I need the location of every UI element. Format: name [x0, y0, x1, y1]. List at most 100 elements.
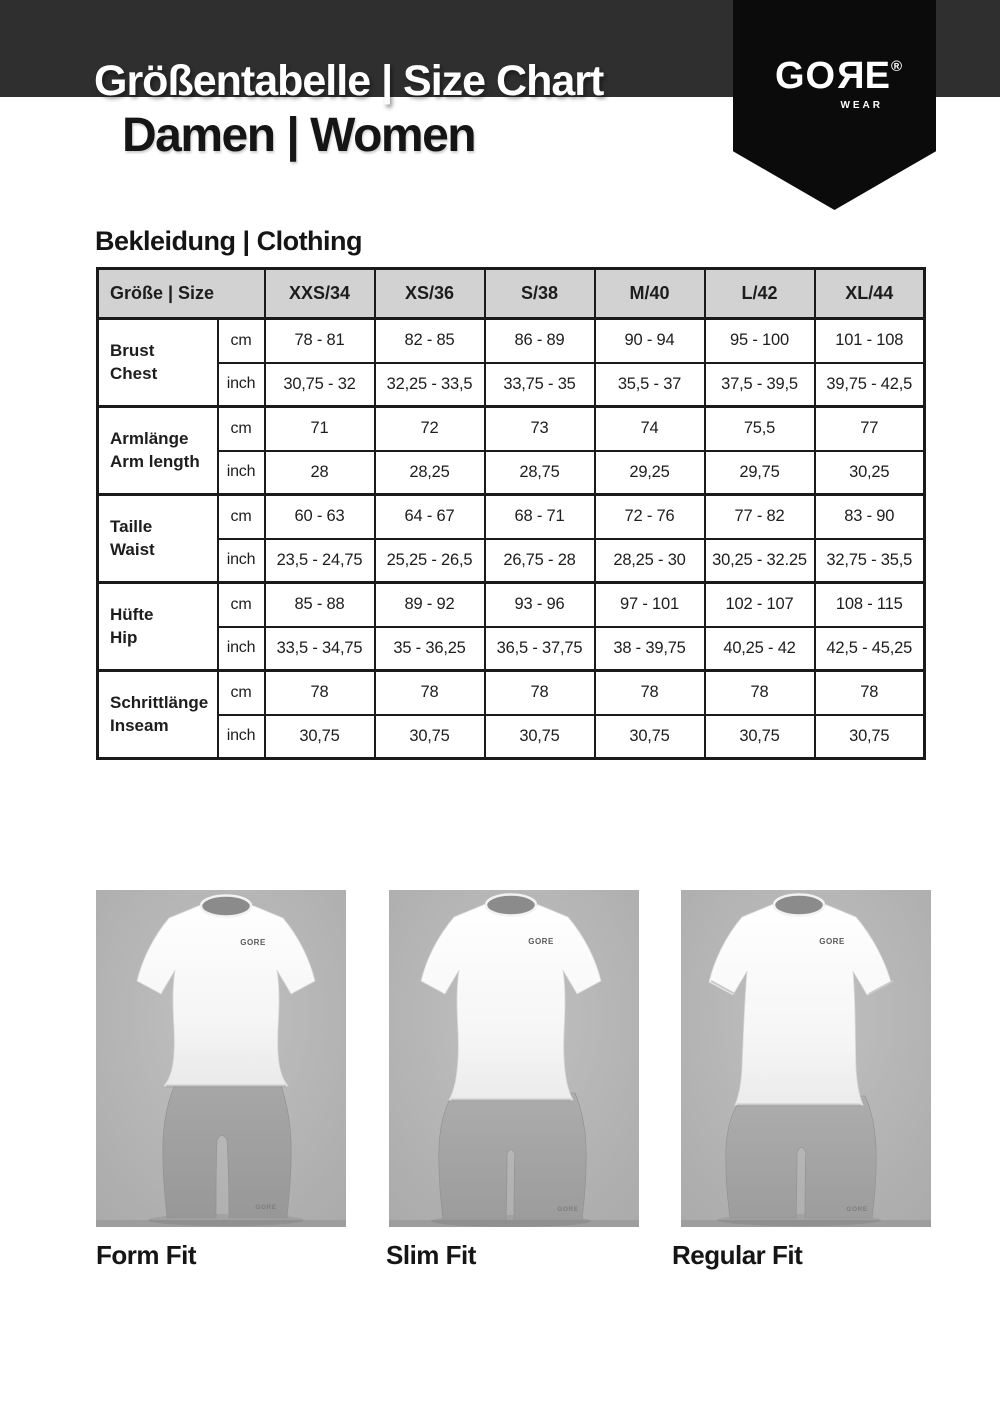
size-col-header: XS/36 [373, 267, 486, 320]
size-col-header: XL/44 [813, 267, 926, 320]
value-cell: 35 - 36,25 [373, 625, 486, 672]
tshirt-shape [708, 900, 892, 1106]
unit-cell: inch [216, 625, 266, 672]
measure-label-en: Waist [110, 539, 155, 559]
value-cell: 89 - 92 [373, 581, 486, 628]
unit-cell: cm [216, 317, 266, 364]
page-subtitle: Damen | Women [122, 109, 477, 162]
measure-label: Schrittlänge Inseam [96, 669, 219, 760]
value-cell: 77 - 82 [703, 493, 816, 540]
shorts-shape [438, 1092, 587, 1221]
value-cell: 37,5 - 39,5 [703, 361, 816, 408]
value-cell: 30,75 [593, 713, 706, 760]
value-cell: 74 [593, 405, 706, 452]
shorts-shape [725, 1095, 877, 1219]
size-col-header: XXS/34 [263, 267, 376, 320]
value-cell: 30,75 [263, 713, 376, 760]
value-cell: 95 - 100 [703, 317, 816, 364]
measure-label-de: Taille [110, 517, 153, 537]
measure-row-inch: inch 30,75 - 32 32,25 - 33,5 33,75 - 35 … [98, 361, 926, 408]
value-cell: 97 - 101 [593, 581, 706, 628]
tshirt-shape [136, 901, 316, 1087]
tshirt-shape [420, 900, 602, 1101]
value-cell: 72 - 76 [593, 493, 706, 540]
fit-panel-slim: GORE GORE Slim Fit [386, 890, 639, 1270]
measure-row-cm: Schrittlänge Inseam cm 78 78 78 78 78 78 [96, 669, 926, 760]
value-cell: 40,25 - 42 [703, 625, 816, 672]
value-cell: 60 - 63 [263, 493, 376, 540]
collar-opening [484, 893, 538, 917]
value-cell: 36,5 - 37,75 [483, 625, 596, 672]
value-cell: 75,5 [703, 405, 816, 452]
value-cell: 38 - 39,75 [593, 625, 706, 672]
value-cell: 102 - 107 [703, 581, 816, 628]
measure-row-inch: inch 28 28,25 28,75 29,25 29,75 30,25 [98, 449, 926, 496]
size-col-header: S/38 [483, 267, 596, 320]
value-cell: 33,5 - 34,75 [263, 625, 376, 672]
value-cell: 30,25 [813, 449, 926, 496]
value-cell: 28,25 [373, 449, 486, 496]
value-cell: 93 - 96 [483, 581, 596, 628]
measure-label-en: Arm length [110, 451, 200, 471]
value-cell: 32,25 - 33,5 [373, 361, 486, 408]
measure-label-de: Hüfte [110, 605, 154, 625]
unit-cell: inch [216, 361, 266, 408]
fit-panel-regular: GORE GORE Regular Fit [672, 890, 931, 1270]
value-cell: 82 - 85 [373, 317, 486, 364]
size-col-header: M/40 [593, 267, 706, 320]
fit-label-form: Form Fit [96, 1240, 197, 1270]
value-cell: 42,5 - 45,25 [813, 625, 926, 672]
fit-panel-form: GORE GORE Form Fit [96, 890, 346, 1270]
unit-cell: inch [216, 713, 266, 760]
value-cell: 23,5 - 24,75 [263, 537, 376, 584]
unit-cell: inch [216, 449, 266, 496]
measure-label-en: Chest [110, 363, 158, 383]
size-table: Größe | Size XXS/34 XS/36 S/38 M/40 L/42… [96, 267, 926, 760]
measure-row-cm: Taille Waist cm 60 - 63 64 - 67 68 - 71 … [96, 493, 926, 584]
value-cell: 78 [703, 669, 816, 716]
section-heading: Bekleidung | Clothing [95, 226, 363, 256]
unit-cell: cm [216, 405, 266, 452]
shorts-logo-text: GORE [557, 1206, 578, 1213]
value-cell: 78 [373, 669, 486, 716]
value-cell: 71 [263, 405, 376, 452]
value-cell: 78 - 81 [263, 317, 376, 364]
measure-row-inch: inch 23,5 - 24,75 25,25 - 26,5 26,75 - 2… [98, 537, 926, 584]
value-cell: 29,25 [593, 449, 706, 496]
gore-logo-go: GO [775, 55, 837, 97]
value-cell: 77 [813, 405, 926, 452]
value-cell: 30,75 [703, 713, 816, 760]
measure-label-de: Brust [110, 341, 155, 361]
value-cell: 101 - 108 [813, 317, 926, 364]
brand-pennant: GORE® WEAR [733, 0, 936, 210]
fit-label-slim: Slim Fit [386, 1240, 476, 1270]
chest-logo-text: GORE [819, 937, 845, 946]
value-cell: 28,75 [483, 449, 596, 496]
value-cell: 29,75 [703, 449, 816, 496]
collar-opening [199, 894, 253, 918]
size-corner-header: Größe | Size [96, 267, 266, 320]
value-cell: 32,75 - 35,5 [813, 537, 926, 584]
measure-label-en: Inseam [110, 715, 169, 735]
gore-logo: GORE® [775, 55, 902, 97]
value-cell: 78 [593, 669, 706, 716]
value-cell: 64 - 67 [373, 493, 486, 540]
measure-label-en: Hip [110, 627, 138, 647]
value-cell: 30,25 - 32.25 [703, 537, 816, 584]
measure-row-cm: Armlänge Arm length cm 71 72 73 74 75,5 … [96, 405, 926, 496]
value-cell: 73 [483, 405, 596, 452]
value-cell: 30,75 [483, 713, 596, 760]
shorts-logo-text: GORE [255, 1204, 276, 1211]
measure-label: Armlänge Arm length [96, 405, 219, 496]
value-cell: 72 [373, 405, 486, 452]
value-cell: 68 - 71 [483, 493, 596, 540]
value-cell: 30,75 - 32 [263, 361, 376, 408]
measure-label-de: Armlänge [110, 429, 189, 449]
regular-fit-figure: GORE GORE [681, 890, 931, 1227]
value-cell: 26,75 - 28 [483, 537, 596, 584]
measure-row-inch: inch 30,75 30,75 30,75 30,75 30,75 30,75 [98, 713, 926, 760]
value-cell: 39,75 - 42,5 [813, 361, 926, 408]
value-cell: 30,75 [813, 713, 926, 760]
measure-row-cm: Hüfte Hip cm 85 - 88 89 - 92 93 - 96 97 … [96, 581, 926, 672]
